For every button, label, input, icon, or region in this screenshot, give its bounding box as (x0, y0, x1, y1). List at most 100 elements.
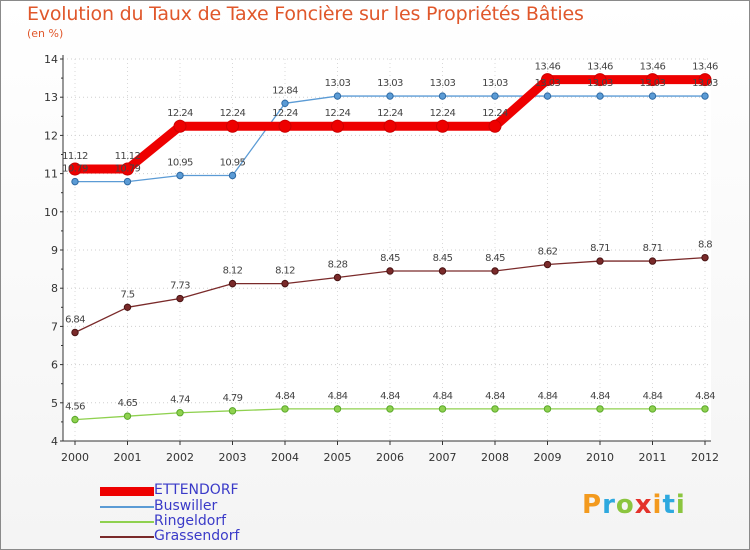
data-label-buswiller: 13.03 (692, 78, 718, 89)
data-point-grassendorf (543, 260, 552, 269)
data-point-buswiller (176, 171, 184, 180)
data-point-ettendorf (488, 119, 502, 133)
data-label-ringeldorf: 4.56 (65, 402, 85, 413)
data-point-grassendorf (281, 279, 289, 288)
data-point-grassendorf (386, 267, 394, 275)
data-point-ettendorf (68, 162, 82, 176)
data-point-grassendorf (333, 273, 342, 282)
data-label-ettendorf: 12.24 (167, 108, 193, 119)
y-tick-label: 10 (44, 206, 58, 219)
data-label-grassendorf: 8.45 (380, 253, 400, 264)
data-label-ettendorf: 11.12 (115, 151, 141, 162)
data-point-ettendorf (278, 119, 292, 133)
data-point-ringeldorf (228, 407, 237, 415)
data-point-ettendorf (226, 119, 239, 133)
y-tick-label: 14 (44, 53, 58, 66)
data-label-buswiller: 13.03 (325, 78, 351, 89)
data-label-ringeldorf: 4.84 (275, 391, 295, 402)
data-label-ettendorf: 12.24 (377, 108, 403, 119)
data-point-buswiller (71, 177, 79, 186)
data-label-buswiller: 13.03 (430, 78, 456, 89)
data-label-grassendorf: 8.45 (433, 253, 453, 264)
legend-swatch (100, 506, 154, 508)
data-point-grassendorf (71, 328, 79, 337)
x-tick-label: 2012 (691, 451, 719, 464)
x-tick-label: 2011 (639, 451, 667, 464)
chart-subtitle: (en %) (27, 27, 64, 40)
data-label-buswiller: 10.95 (167, 158, 193, 169)
data-point-grassendorf (491, 267, 499, 275)
data-point-buswiller (386, 92, 394, 100)
chart-title: Evolution du Taux de Taxe Foncière sur l… (27, 3, 584, 25)
data-point-grassendorf (648, 257, 657, 265)
data-label-ringeldorf: 4.84 (695, 391, 715, 402)
data-label-ringeldorf: 4.84 (643, 391, 663, 402)
y-tick-label: 7 (51, 320, 58, 333)
data-label-ettendorf: 12.24 (430, 108, 456, 119)
data-point-ringeldorf (123, 412, 132, 420)
logo-letter: r (602, 490, 616, 520)
data-point-ringeldorf (333, 405, 342, 413)
data-point-buswiller (491, 92, 499, 100)
data-label-buswiller: 13.03 (535, 78, 561, 89)
data-label-grassendorf: 7.73 (170, 281, 190, 292)
data-point-ettendorf (121, 162, 134, 176)
data-label-grassendorf: 8.62 (538, 247, 558, 258)
data-point-grassendorf (596, 257, 604, 265)
data-label-buswiller: 13.03 (640, 78, 666, 89)
data-label-buswiller: 10.79 (115, 164, 141, 175)
data-point-buswiller (648, 92, 657, 100)
legend-swatch (100, 536, 154, 538)
data-point-ringeldorf (543, 405, 552, 413)
data-point-ettendorf (541, 73, 554, 87)
data-point-buswiller (438, 92, 447, 100)
data-label-ringeldorf: 4.74 (170, 395, 190, 406)
logo-letter: o (615, 490, 635, 520)
x-tick-label: 2008 (481, 451, 509, 464)
data-label-grassendorf: 8.71 (590, 243, 610, 254)
data-point-ringeldorf (176, 409, 184, 417)
logo-letter: x (634, 490, 653, 520)
data-label-buswiller: 13.03 (587, 78, 613, 89)
data-point-ettendorf (331, 119, 344, 133)
data-label-buswiller: 10.95 (220, 158, 246, 169)
data-label-ettendorf: 11.12 (62, 151, 88, 162)
data-label-ettendorf: 12.24 (220, 108, 246, 119)
data-label-ettendorf: 13.46 (640, 62, 666, 73)
data-label-grassendorf: 8.28 (328, 260, 348, 271)
data-label-grassendorf: 8.8 (698, 240, 712, 251)
data-point-ringeldorf (438, 405, 447, 413)
data-point-ettendorf (383, 119, 397, 133)
data-label-ringeldorf: 4.79 (223, 393, 243, 404)
x-tick-label: 2001 (114, 451, 142, 464)
data-point-grassendorf (123, 303, 132, 311)
data-label-buswiller: 12.84 (272, 85, 298, 96)
data-point-ringeldorf (701, 405, 709, 413)
legend-label: Buswiller (154, 498, 218, 514)
legend-label: ETTENDORF (154, 482, 239, 498)
data-label-ettendorf: 13.46 (587, 62, 613, 73)
data-label-grassendorf: 8.12 (223, 266, 243, 277)
proxiti-logo: Proxiti (582, 490, 686, 520)
y-tick-label: 12 (44, 129, 58, 142)
data-point-ettendorf (698, 73, 712, 87)
legend-swatch (100, 487, 154, 496)
x-tick-label: 2010 (586, 451, 614, 464)
y-tick-label: 8 (51, 282, 58, 295)
data-point-ringeldorf (648, 405, 657, 413)
logo-letter: i (675, 490, 686, 520)
data-label-ringeldorf: 4.84 (328, 391, 348, 402)
x-tick-label: 2009 (534, 451, 562, 464)
data-point-ringeldorf (596, 405, 604, 413)
data-label-grassendorf: 7.5 (120, 289, 134, 300)
x-tick-label: 2003 (219, 451, 247, 464)
logo-letter: t (662, 490, 676, 520)
x-tick-label: 2005 (324, 451, 352, 464)
y-tick-label: 4 (51, 435, 58, 448)
data-label-grassendorf: 8.71 (643, 243, 663, 254)
x-tick-label: 2000 (61, 451, 89, 464)
y-tick-label: 11 (44, 168, 58, 181)
y-tick-label: 6 (51, 359, 58, 372)
y-tick-label: 13 (44, 91, 58, 104)
